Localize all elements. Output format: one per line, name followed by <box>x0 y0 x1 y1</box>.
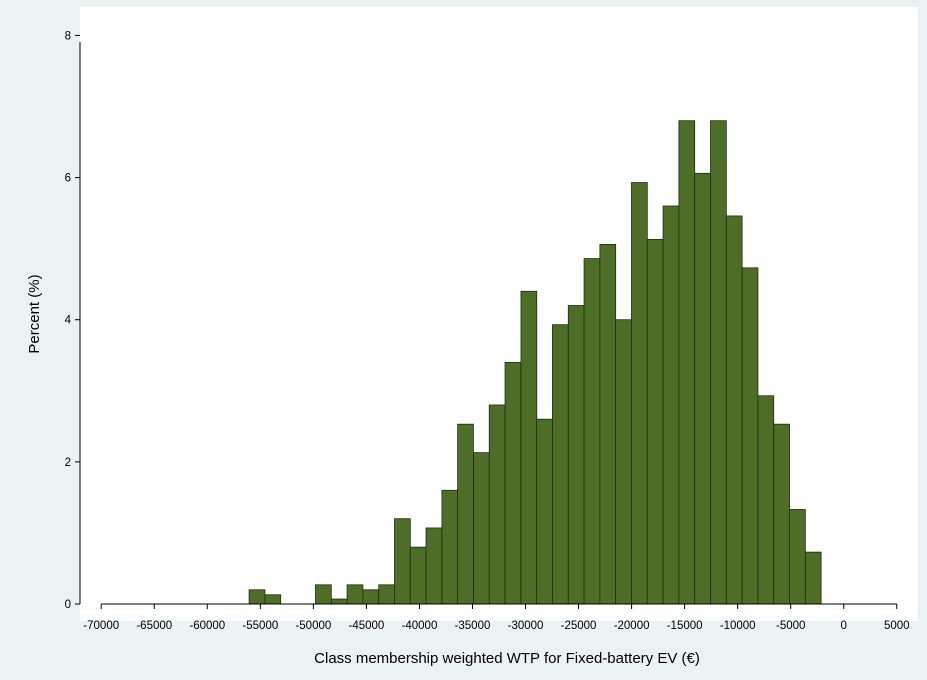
x-tick-label: -55000 <box>242 620 278 632</box>
histogram-bar <box>264 594 282 605</box>
x-tick-label: -25000 <box>561 620 597 632</box>
histogram-bar <box>662 205 680 605</box>
histogram-bar <box>741 267 759 605</box>
y-tick-label: 4 <box>65 315 72 327</box>
y-tick-label: 8 <box>65 30 71 42</box>
x-tick-label: -10000 <box>720 620 756 632</box>
histogram-bar <box>457 423 474 605</box>
histogram-bar <box>520 290 538 605</box>
histogram-bar <box>378 584 395 605</box>
x-tick-label: -50000 <box>295 620 331 632</box>
histogram-bar <box>646 239 664 605</box>
x-tick-label: -20000 <box>614 620 650 632</box>
histogram-bar <box>315 584 332 605</box>
y-axis-title: Percent (%) <box>26 274 43 353</box>
x-tick-label: 5000 <box>884 620 910 632</box>
histogram-bar <box>725 215 743 605</box>
x-tick-label: -70000 <box>83 620 119 632</box>
histogram-bar <box>441 489 459 605</box>
histogram-bar <box>710 120 727 605</box>
x-tick-label: -5000 <box>776 620 805 632</box>
y-tick-label: 2 <box>65 457 71 469</box>
y-tick-label: 0 <box>65 599 71 611</box>
x-tick-label: -35000 <box>455 620 491 632</box>
histogram-bar <box>567 305 585 605</box>
histogram-bar <box>678 120 696 605</box>
histogram-bar <box>789 509 806 605</box>
histogram-bar <box>615 319 632 605</box>
histogram-bar <box>394 518 411 605</box>
histogram-bar <box>330 598 348 605</box>
x-tick-label: -30000 <box>508 620 544 632</box>
histogram-bar <box>248 589 266 605</box>
x-tick-label: -15000 <box>667 620 703 632</box>
histogram-bar <box>757 395 775 605</box>
histogram-bar <box>599 243 617 605</box>
x-tick-label: -45000 <box>348 620 384 632</box>
y-tick-label: 6 <box>65 173 71 185</box>
histogram-bar <box>552 324 569 605</box>
histogram-bar <box>631 182 648 605</box>
x-tick-label: 0 <box>841 620 847 632</box>
bars-group <box>248 120 822 605</box>
histogram-bar <box>362 589 380 605</box>
histogram-bar <box>504 361 522 605</box>
histogram-bar <box>694 172 711 605</box>
histogram-bar <box>536 418 553 605</box>
histogram-bar <box>346 584 364 605</box>
histogram-bar <box>583 258 601 605</box>
histogram-bar <box>804 551 822 605</box>
histogram-bar <box>488 404 506 605</box>
x-tick-label: -65000 <box>136 620 172 632</box>
x-axis-title: Class membership weighted WTP for Fixed-… <box>314 650 700 667</box>
histogram-bar <box>425 527 443 605</box>
histogram-bar <box>773 423 790 605</box>
x-tick-label: -60000 <box>189 620 225 632</box>
histogram-bar <box>409 546 427 605</box>
histogram-bar <box>473 452 490 605</box>
x-tick-label: -40000 <box>402 620 438 632</box>
